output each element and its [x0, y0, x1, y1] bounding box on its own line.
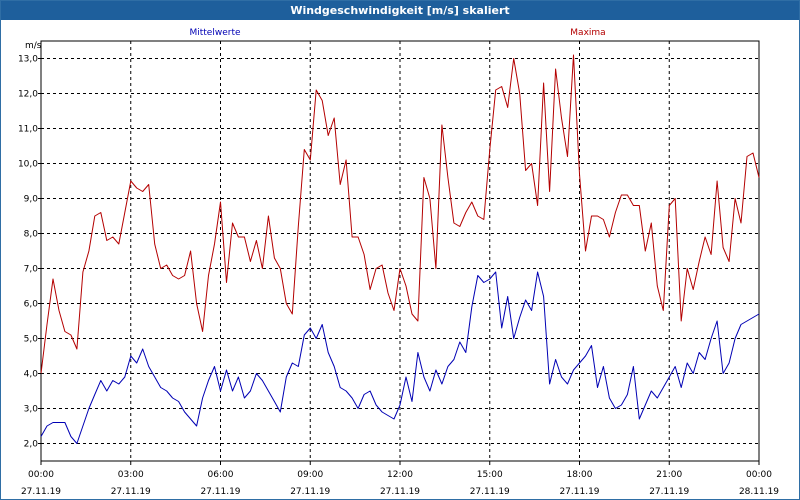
x-tick-date: 28.11.19 [739, 487, 779, 497]
y-tick-label: 7,0 [24, 265, 39, 275]
y-tick-label: 10,0 [18, 160, 38, 170]
axes: m/s 2,0 3,0 4,0 5,0 6,0 7,0 8,0 9,0 10,0 11,0 12,0… [18, 41, 779, 497]
x-tick-time: 00:00 [746, 470, 772, 480]
x-tick-time: 18:00 [567, 470, 593, 480]
x-tick-time: 15:00 [477, 470, 503, 480]
x-tick-time: 06:00 [208, 470, 234, 480]
x-tick-date: 27.11.19 [380, 487, 420, 497]
x-tick-time: 03:00 [118, 470, 144, 480]
y-tick-label: 11,0 [18, 125, 38, 135]
x-tick-date: 27.11.19 [649, 487, 689, 497]
legend-mittelwerte: Mittelwerte [189, 28, 240, 38]
x-tick-date: 27.11.19 [559, 487, 599, 497]
x-tick-date: 27.11.19 [200, 487, 240, 497]
y-tick-label: 9,0 [24, 195, 39, 205]
y-tick-label: 3,0 [24, 405, 39, 415]
y-tick-label: 4,0 [24, 370, 39, 380]
series-line-mittelwerte [40, 271, 760, 444]
x-tick-time: 21:00 [656, 470, 682, 480]
y-tick-label: 2,0 [24, 440, 39, 450]
x-tick-time: 09:00 [297, 470, 323, 480]
y-tick-label: 12,0 [18, 90, 38, 100]
y-axis-label: m/s [25, 41, 42, 51]
x-tick-date: 27.11.19 [290, 487, 330, 497]
legend-maxima: Maxima [570, 28, 605, 38]
legend: Mittelwerte Maxima [189, 28, 605, 38]
x-tick-date: 27.11.19 [21, 487, 61, 497]
y-tick-label: 5,0 [24, 335, 39, 345]
y-tick-label: 6,0 [24, 300, 39, 310]
y-tick-label: 8,0 [24, 230, 39, 240]
x-tick-date: 27.11.19 [111, 487, 151, 497]
series-line-maxima [40, 54, 760, 374]
window-title: Windgeschwindigkeit [m/s] skaliert [1, 1, 799, 20]
y-tick-label: 13,0 [18, 55, 38, 65]
x-tick-time: 12:00 [387, 470, 413, 480]
x-tick-date: 27.11.19 [470, 487, 510, 497]
x-tick-time: 00:00 [28, 470, 54, 480]
grid [41, 41, 759, 461]
series-group [40, 54, 760, 444]
